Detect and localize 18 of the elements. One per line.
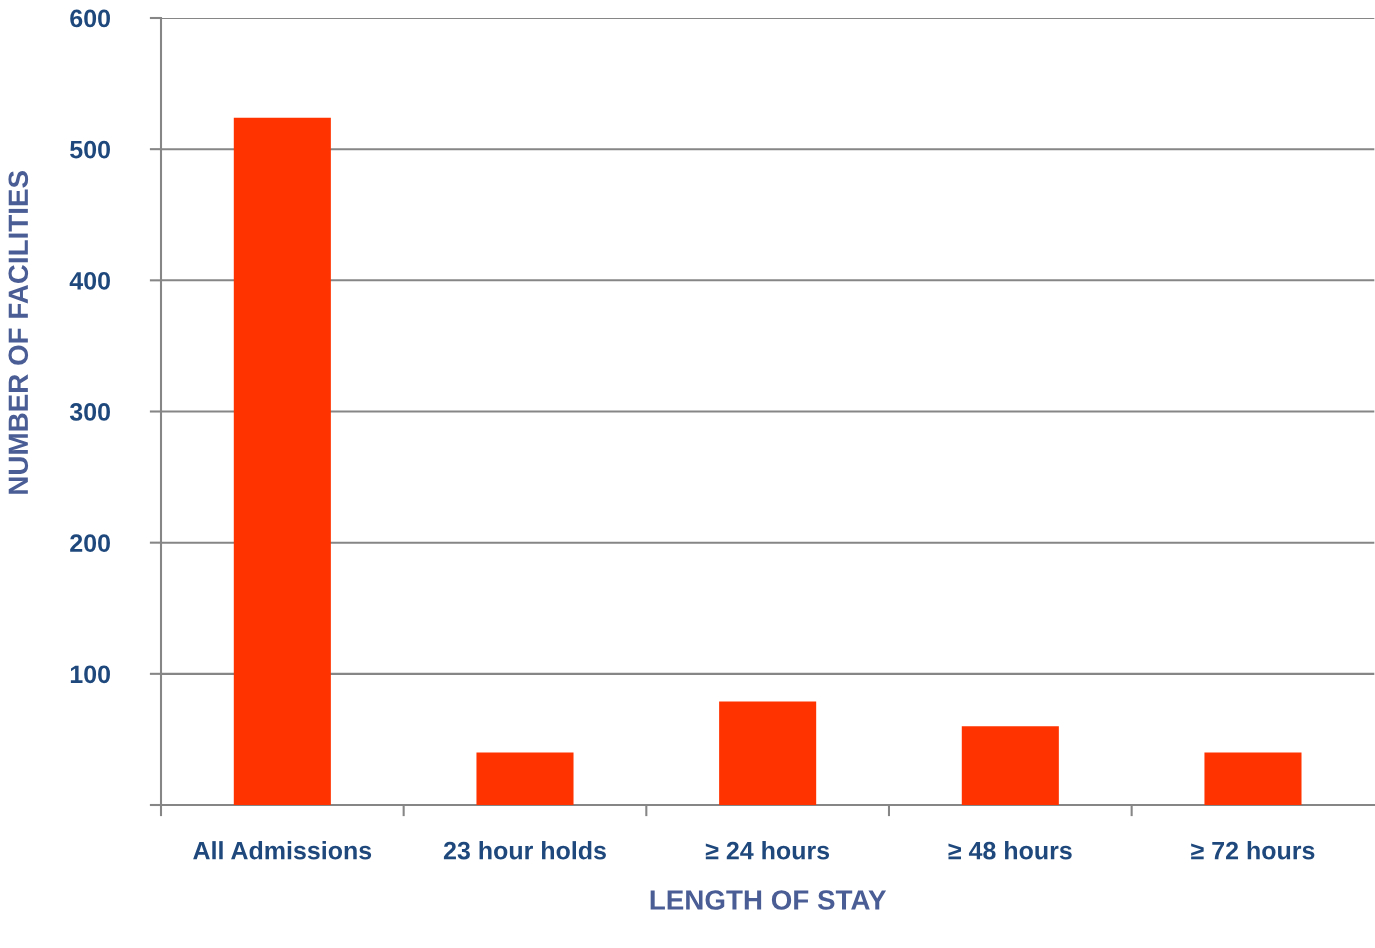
y-tick-label: 200 <box>70 534 110 552</box>
x-tick-label: ≥ 48 hours <box>948 841 1072 860</box>
x-axis-title: LENGTH OF STAY <box>650 890 887 910</box>
x-tick-label: 23 hour holds <box>443 841 606 860</box>
x-tick-label: All Admissions <box>193 841 372 860</box>
y-tick-label: 400 <box>69 271 110 290</box>
y-tick-label: 600 <box>70 9 110 28</box>
bar <box>476 752 574 805</box>
x-tick-label: ≥ 24 hours <box>705 841 830 860</box>
y-axis-title: NUMBER OF FACILITIES <box>8 171 29 494</box>
bar <box>1204 752 1302 805</box>
bar <box>233 117 331 805</box>
y-tick-label: 300 <box>69 403 110 421</box>
y-tick-label: 500 <box>70 140 110 159</box>
y-tick-label: 100 <box>70 665 110 684</box>
bar <box>961 726 1059 805</box>
x-tick-label: ≥ 72 hours <box>1191 841 1315 860</box>
bar <box>719 701 817 805</box>
